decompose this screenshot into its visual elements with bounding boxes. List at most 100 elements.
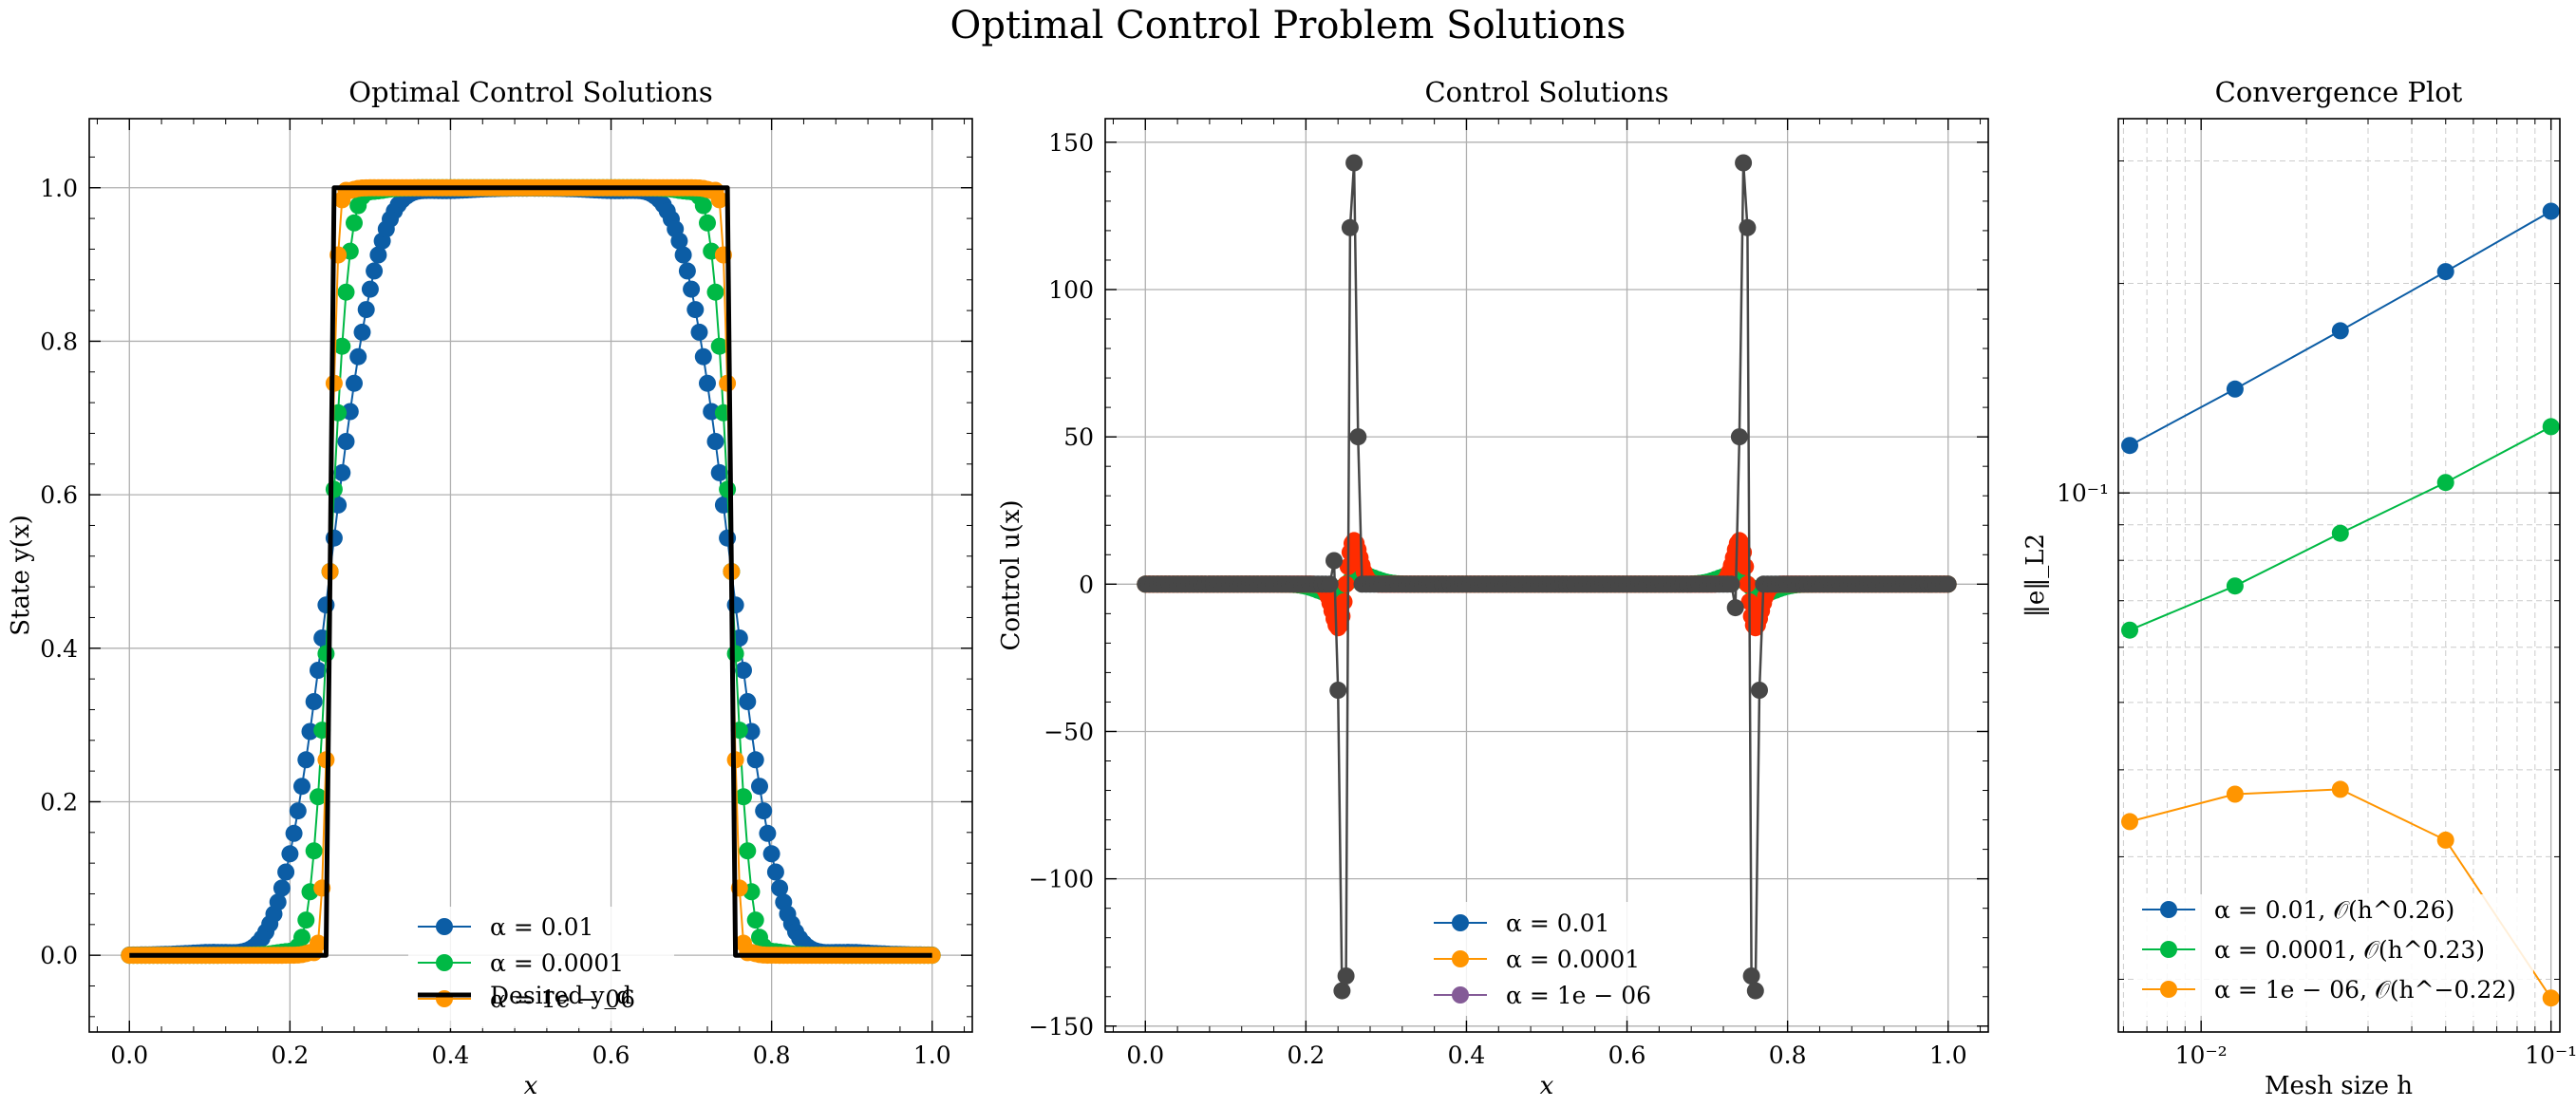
plot-area: [121, 178, 941, 965]
x-tick-label: 0.4: [432, 1041, 470, 1069]
x-tick-label: 10⁻¹: [2525, 1041, 2576, 1069]
y-tick-label: 0.6: [40, 481, 78, 509]
state-series-alpha-0.01-point: [699, 374, 716, 392]
convergence-series-alpha-0.0001-point: [2436, 474, 2454, 492]
y-tick-label: −150: [1028, 1013, 1094, 1041]
state-series-alpha-0.01-point: [333, 463, 351, 481]
control-series-alpha-1e-06-point: [1341, 218, 1359, 236]
state-series-alpha-0.01-point: [670, 232, 688, 250]
convergence-series-alpha-0.0001-point: [2331, 524, 2349, 542]
state-series-alpha-0.01-point: [289, 802, 307, 820]
state-series-alpha-0.01-point: [706, 433, 724, 450]
legend-handle-marker: [1452, 986, 1469, 1004]
control-series-alpha-1e-06-point: [1337, 967, 1355, 985]
control-series-alpha-1e-06-point: [1739, 218, 1757, 236]
x-axis-label: Mesh size h: [2265, 1072, 2413, 1100]
figure-title: Optimal Control Problem Solutions: [950, 4, 1626, 47]
legend-handle-marker: [2160, 901, 2177, 918]
convergence-plot-panel: Convergence Plot 10⁻² 10⁻¹ 10⁻¹ Mesh size …: [2021, 76, 2576, 1100]
state-series-alpha-0.0001-line: [129, 186, 932, 957]
state-series-alpha-0.01-point: [269, 893, 287, 911]
state-series-alpha-0.01-point: [686, 301, 705, 319]
state-series-alpha-0.0001-point: [325, 480, 343, 498]
x-tick-label: 0.8: [753, 1041, 791, 1069]
state-series-alpha-0.0001-point: [739, 842, 757, 860]
y-tick-label: 150: [1048, 129, 1094, 157]
control-series-alpha-1e-06-point: [1730, 428, 1748, 446]
convergence-series-alpha-0.01-point: [2436, 263, 2454, 281]
state-series-alpha-0.01-point: [361, 280, 379, 298]
legend: α = 0.01 α = 0.0001 α = 1e − 06: [1424, 902, 1690, 1016]
legend-box: [2134, 894, 2533, 1016]
y-tick-label: 0.8: [40, 328, 78, 355]
state-series-alpha-0.01-point: [346, 374, 363, 392]
legend-handle-marker: [1452, 914, 1469, 931]
panel-title: Optimal Control Solutions: [348, 76, 713, 108]
control-series-alpha-1e-06-point: [1329, 682, 1347, 699]
y-tick-label: 0.4: [40, 635, 78, 663]
convergence-series-alpha-1e-06-point: [2226, 785, 2244, 803]
state-series-alpha-0.0001-point: [293, 929, 310, 947]
convergence-series-alpha-0.0001-point: [2542, 418, 2560, 436]
y-tick-label: −100: [1028, 866, 1094, 893]
control-series-alpha-1e-06-point: [1939, 575, 1957, 593]
x-tick-label: 0.0: [110, 1041, 148, 1069]
state-series-alpha-0.0001-point: [305, 842, 323, 860]
ticks: 0.0 0.2 0.4 0.6 0.8 1.0 0.0 0.2 0.4 0.6 0.8 1.0: [40, 119, 972, 1069]
convergence-series-alpha-0.0001-point: [2226, 577, 2244, 595]
state-plot-panel: Optimal Control Solutions 0.0 0.2 0.4 0.6 0.…: [7, 76, 973, 1100]
axes-frame: [2117, 118, 2561, 1033]
legend-label: α = 0.0001: [1506, 946, 1640, 973]
control-series-red-point: [1337, 575, 1355, 593]
legend-label: α = 0.01: [490, 913, 593, 941]
state-series-alpha-0.01-point: [762, 845, 780, 863]
convergence-series-alpha-0.0001-point: [2121, 621, 2138, 639]
state-series-alpha-0.0001-point: [706, 283, 724, 301]
ticks: 0.0 0.2 0.4 0.6 0.8 1.0 −150 −100 −50 0 50 100 150: [1028, 119, 1988, 1069]
state-series-alpha-1e-06-point: [710, 191, 728, 209]
state-series-alpha-0.0001-point: [699, 214, 716, 232]
plot-area: [1137, 154, 1957, 1000]
control-series-red-point: [1739, 575, 1757, 593]
control-series-alpha-1e-06-point: [1333, 982, 1351, 1000]
x-axis-label: x: [1540, 1072, 1554, 1100]
state-series-alpha-0.01-point: [739, 693, 757, 710]
state-series-alpha-0.01-point: [366, 262, 384, 280]
state-series-alpha-0.0001-point: [710, 337, 728, 355]
ticks: 10⁻² 10⁻¹ 10⁻¹: [2057, 119, 2576, 1069]
desired-state-line: [129, 185, 932, 958]
state-series-alpha-0.01-point: [690, 323, 708, 341]
state-series-alpha-0.0001-point: [310, 788, 327, 806]
state-series-alpha-0.0001-point: [317, 645, 335, 663]
control-series-alpha-1e-06-point: [1751, 682, 1768, 699]
x-tick-label: 0.0: [1126, 1041, 1164, 1069]
state-series-alpha-1e-06-line: [129, 186, 932, 957]
legend-label: Desired y_d: [490, 982, 631, 1009]
state-series-alpha-0.01-point: [337, 433, 355, 450]
y-tick-label: 1.0: [40, 175, 78, 202]
state-series-alpha-0.01-point: [353, 323, 371, 341]
state-series-alpha-0.01-point: [277, 863, 295, 881]
state-series-alpha-0.0001-point: [726, 645, 744, 663]
state-series-alpha-0.01-point: [310, 662, 327, 679]
grid: [89, 119, 972, 1032]
legend-label: α = 1e − 06: [1506, 982, 1651, 1009]
state-series-alpha-0.01-point: [771, 879, 789, 897]
legend-handle-marker: [436, 954, 453, 971]
legend-label: α = 0.0001, 𝒪(h^0.23): [2214, 936, 2485, 964]
control-series-red-point: [1333, 608, 1351, 625]
y-axis-label: ‖e‖_L2: [2021, 534, 2050, 617]
state-series-alpha-1e-06-point: [310, 934, 327, 952]
x-tick-label: 0.6: [1608, 1041, 1646, 1069]
convergence-series-alpha-1e-06-point: [2331, 780, 2349, 798]
legend-handle-marker: [2160, 941, 2177, 958]
y-tick-label: 0.0: [40, 942, 78, 969]
control-series-alpha-1e-06-point: [1742, 967, 1760, 985]
state-series-alpha-0.01-point: [285, 824, 303, 842]
plot-area: [2121, 202, 2560, 1007]
state-series-alpha-0.01-point: [755, 802, 773, 820]
x-tick-label: 0.4: [1448, 1041, 1486, 1069]
control-series-alpha-1e-06-point: [1321, 575, 1339, 593]
